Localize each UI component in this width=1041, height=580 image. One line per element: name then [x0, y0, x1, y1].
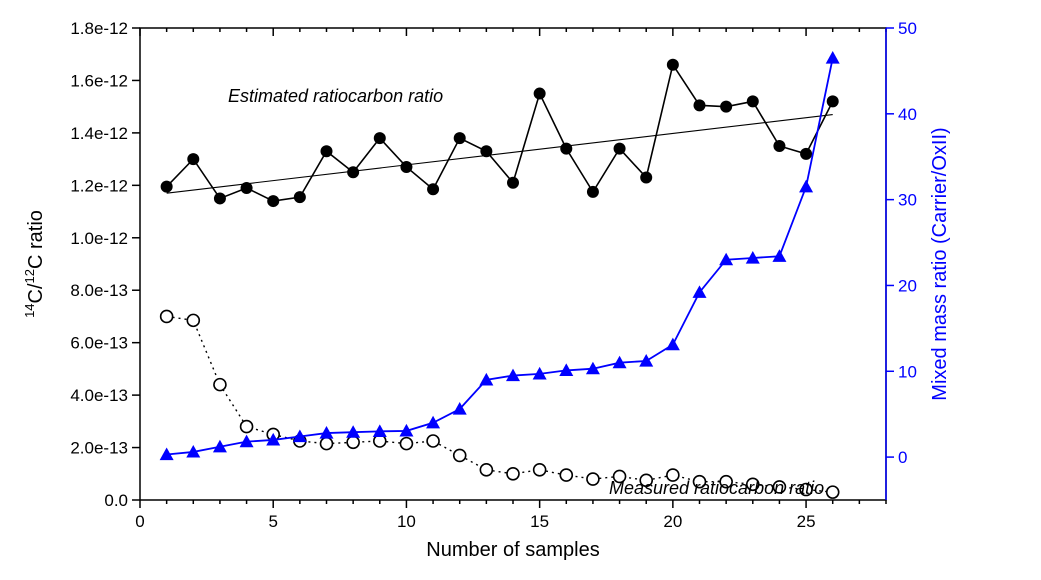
estimated-point	[294, 191, 306, 203]
estimated-point	[374, 132, 386, 144]
yl-tick-label: 4.0e-13	[70, 386, 128, 405]
measured-point	[347, 436, 359, 448]
estimated-point	[214, 192, 226, 204]
x-axis-title: Number of samples	[426, 539, 599, 561]
mass-ratio-point	[826, 51, 840, 64]
mass-ratio-line	[167, 58, 833, 454]
yr-tick-label: 50	[898, 19, 917, 38]
x-tick-label: 0	[135, 512, 144, 531]
y-left-axis-title: 14C/12C ratio	[22, 210, 47, 318]
yr-tick-label: 0	[898, 448, 907, 467]
measured-line	[167, 316, 833, 492]
yl-tick-label: 0.0	[104, 491, 128, 510]
x-tick-label: 20	[663, 512, 682, 531]
yl-tick-label: 1.2e-12	[70, 176, 128, 195]
estimated-point	[400, 161, 412, 173]
measured-point	[161, 310, 173, 322]
chart-svg: 0 5 10 15 20 25 0.0 2.0e-13 4.0e-13 6.0e-13 8.0e-1…	[0, 0, 1041, 580]
measured-point	[241, 421, 253, 433]
annotation-measured: Measured ratiocarbon ratio	[609, 478, 824, 498]
estimated-point	[241, 182, 253, 194]
measured-point	[827, 486, 839, 498]
yl-tick-label: 1.4e-12	[70, 124, 128, 143]
estimated-point	[587, 186, 599, 198]
measured-point	[507, 468, 519, 480]
annotation-estimated: Estimated ratiocarbon ratio	[228, 86, 443, 106]
estimated-point	[773, 140, 785, 152]
estimated-point	[321, 145, 333, 157]
yl-tick-label: 2.0e-13	[70, 439, 128, 458]
measured-point	[321, 438, 333, 450]
yl-tick-label: 8.0e-13	[70, 281, 128, 300]
estimated-point	[347, 166, 359, 178]
mass-ratio-point	[639, 354, 653, 367]
yl-tick-label: 6.0e-13	[70, 334, 128, 353]
estimated-point	[720, 101, 732, 113]
mass-ratio-point	[772, 249, 786, 262]
yl-tick-label: 1.6e-12	[70, 71, 128, 90]
estimated-point	[507, 177, 519, 189]
trend-line	[167, 115, 833, 194]
measured-point	[214, 379, 226, 391]
measured-point	[187, 314, 199, 326]
estimated-point	[534, 88, 546, 100]
estimated-point	[187, 153, 199, 165]
yr-tick-label: 20	[898, 276, 917, 295]
estimated-point	[267, 195, 279, 207]
estimated-point	[161, 181, 173, 193]
measured-point	[587, 473, 599, 485]
mass-ratio-point	[666, 338, 680, 351]
estimated-point	[747, 95, 759, 107]
y-right-axis-title: Mixed mass ratio (Carrier/OxII)	[929, 127, 951, 400]
x-tick-label: 25	[797, 512, 816, 531]
yl-tick-label: 1.0e-12	[70, 229, 128, 248]
estimated-point	[800, 148, 812, 160]
mass-ratio-point	[799, 180, 813, 193]
estimated-point	[640, 171, 652, 183]
estimated-point	[427, 183, 439, 195]
measured-point	[427, 435, 439, 447]
yr-tick-label: 40	[898, 105, 917, 124]
estimated-point	[827, 95, 839, 107]
estimated-point	[560, 143, 572, 155]
chart-container: 0 5 10 15 20 25 0.0 2.0e-13 4.0e-13 6.0e-13 8.0e-1…	[0, 0, 1041, 580]
estimated-point	[480, 145, 492, 157]
x-tick-label: 10	[397, 512, 416, 531]
yr-tick-label: 10	[898, 362, 917, 381]
estimated-point	[694, 99, 706, 111]
measured-point	[534, 464, 546, 476]
yr-tick-label: 30	[898, 191, 917, 210]
x-tick-label: 15	[530, 512, 549, 531]
yl-tick-label: 1.8e-12	[70, 19, 128, 38]
estimated-point	[614, 143, 626, 155]
estimated-point	[667, 59, 679, 71]
estimated-point	[454, 132, 466, 144]
measured-point	[560, 469, 572, 481]
x-tick-label: 5	[268, 512, 277, 531]
measured-point	[400, 438, 412, 450]
measured-point	[454, 449, 466, 461]
mass-ratio-point	[426, 416, 440, 429]
measured-point	[480, 464, 492, 476]
